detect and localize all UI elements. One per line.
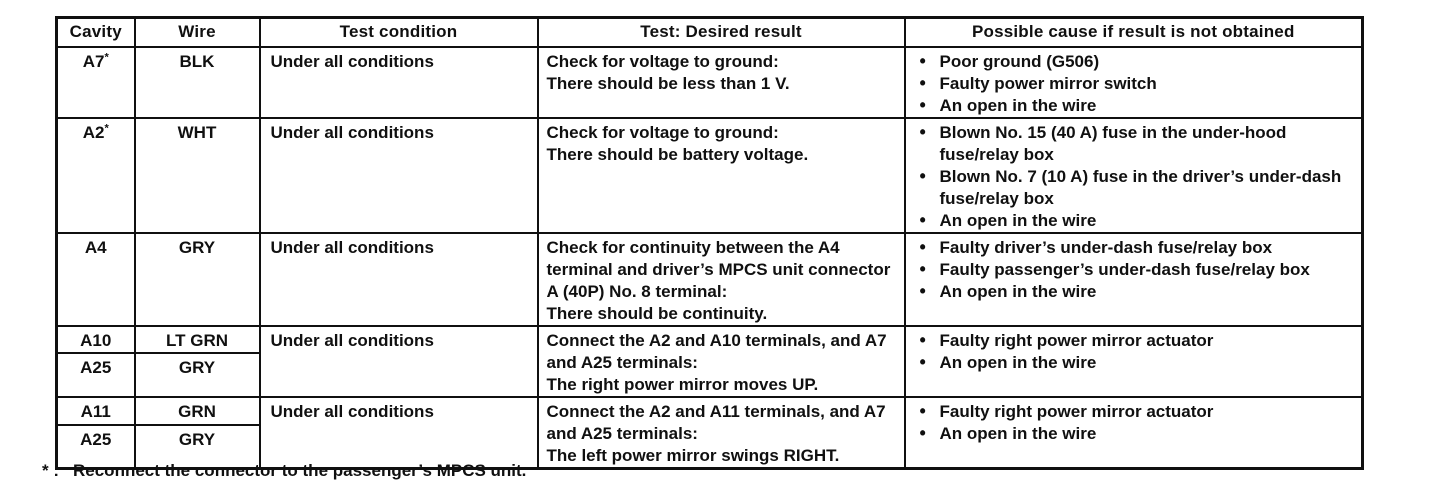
cavity-label: A4 xyxy=(84,238,107,257)
col-header-desired-result: Test: Desired result xyxy=(536,16,906,48)
cause-item: Faulty right power mirror actuator xyxy=(910,329,1356,352)
cause-item: An open in the wire xyxy=(910,422,1356,445)
table-row: A10 LT GRN Under all conditions Connect … xyxy=(55,325,1364,398)
cause-item: An open in the wire xyxy=(910,94,1356,116)
result-line: Connect the A2 and A11 terminals, and A7… xyxy=(546,402,886,443)
footnote: * : Reconnect the connector to the passen… xyxy=(42,461,526,481)
table-row: A4 GRY Under all conditions Check for co… xyxy=(55,232,1364,327)
causes-cell: Faulty right power mirror actuator An op… xyxy=(903,325,1364,398)
wire-cell: GRY xyxy=(133,352,261,398)
mirror-test-table: Cavity Wire Test condition Test: Desired… xyxy=(55,16,1364,470)
test-condition-cell: Under all conditions xyxy=(258,117,539,234)
causes-cell: Faulty right power mirror actuator An op… xyxy=(903,396,1364,470)
cause-item: Faulty driver’s under-dash fuse/relay bo… xyxy=(910,236,1356,259)
cause-item: An open in the wire xyxy=(910,351,1356,374)
cause-list: Faulty driver’s under-dash fuse/relay bo… xyxy=(910,236,1356,303)
desired-result-cell: Check for voltage to ground: There shoul… xyxy=(536,117,906,234)
cause-list: Faulty right power mirror actuator An op… xyxy=(910,400,1356,445)
cause-item: Faulty passenger’s under-dash fuse/relay… xyxy=(910,258,1356,281)
table-row: A11 GRN Under all conditions Connect the… xyxy=(55,396,1364,470)
wire-cell: LT GRN xyxy=(133,325,261,354)
desired-result-cell: Check for voltage to ground: There shoul… xyxy=(536,46,906,119)
table-header-row: Cavity Wire Test condition Test: Desired… xyxy=(55,16,1364,48)
cavity-label: A7 xyxy=(82,52,105,71)
cause-item: Faulty power mirror switch xyxy=(910,72,1356,95)
result-line: There should be less than 1 V. xyxy=(546,74,790,93)
result-line: Check for continuity between the A4 term… xyxy=(546,238,891,301)
table-row: A2* WHT Under all conditions Check for v… xyxy=(55,117,1364,234)
cause-list: Blown No. 15 (40 A) fuse in the under-ho… xyxy=(910,121,1356,231)
col-header-wire: Wire xyxy=(133,16,261,48)
result-line: There should be battery voltage. xyxy=(546,145,809,164)
col-header-cavity: Cavity xyxy=(55,16,136,48)
table-subrow: A25 GRY xyxy=(55,352,1363,398)
cavity-cell: A10 xyxy=(55,325,136,354)
cavity-cell: A7* xyxy=(55,46,136,119)
test-condition-cell: Under all conditions xyxy=(258,396,539,470)
cavity-cell: A25 xyxy=(55,423,136,470)
causes-cell: Poor ground (G506) Faulty power mirror s… xyxy=(903,46,1364,119)
footnote-text: Reconnect the connector to the passenger… xyxy=(73,461,527,480)
col-header-possible-cause: Possible cause if result is not obtained xyxy=(903,16,1364,48)
col-header-test-condition: Test condition xyxy=(258,16,539,48)
asterisk-marker: * xyxy=(104,51,109,64)
cavity-cell: A2* xyxy=(55,117,136,234)
wire-cell: GRY xyxy=(133,232,261,327)
cause-list: Faulty right power mirror actuator An op… xyxy=(910,329,1356,374)
table-row: A7* BLK Under all conditions Check for v… xyxy=(55,46,1364,119)
wire-cell: GRN xyxy=(133,396,261,426)
causes-cell: Faulty driver’s under-dash fuse/relay bo… xyxy=(903,232,1364,327)
cavity-cell: A11 xyxy=(55,396,136,426)
test-condition-cell: Under all conditions xyxy=(258,46,539,119)
cavity-label: A2 xyxy=(82,123,105,142)
test-condition-cell: Under all conditions xyxy=(258,325,539,398)
test-condition-cell: Under all conditions xyxy=(258,232,539,327)
cause-list: Poor ground (G506) Faulty power mirror s… xyxy=(910,50,1356,116)
wire-cell: GRY xyxy=(133,423,261,470)
result-line: The right power mirror moves UP. xyxy=(546,375,819,394)
result-line: Check for voltage to ground: xyxy=(546,123,779,142)
cause-item: An open in the wire xyxy=(910,280,1356,303)
cavity-cell: A4 xyxy=(55,232,136,327)
result-line: Connect the A2 and A10 terminals, and A7… xyxy=(546,331,887,372)
causes-cell: Blown No. 15 (40 A) fuse in the under-ho… xyxy=(903,117,1364,234)
table-subrow: A25 GRY xyxy=(55,423,1363,470)
footnote-symbol: * : xyxy=(42,461,59,480)
desired-result-cell: Check for continuity between the A4 term… xyxy=(536,232,906,327)
cause-item: Faulty right power mirror actuator xyxy=(910,400,1356,423)
cause-item: Poor ground (G506) xyxy=(910,50,1356,73)
cause-item: An open in the wire xyxy=(910,209,1356,231)
result-line: There should be continuity. xyxy=(546,304,768,323)
wire-cell: WHT xyxy=(133,117,261,234)
wire-cell: BLK xyxy=(133,46,261,119)
result-line: Check for voltage to ground: xyxy=(546,52,779,71)
cause-item: Blown No. 15 (40 A) fuse in the under-ho… xyxy=(910,121,1356,166)
cavity-cell: A25 xyxy=(55,352,136,398)
desired-result-cell: Connect the A2 and A11 terminals, and A7… xyxy=(536,396,906,470)
cause-item: Blown No. 7 (10 A) fuse in the driver’s … xyxy=(910,165,1356,210)
desired-result-cell: Connect the A2 and A10 terminals, and A7… xyxy=(536,325,906,398)
result-line: The left power mirror swings RIGHT. xyxy=(546,446,840,465)
asterisk-marker: * xyxy=(104,122,109,135)
